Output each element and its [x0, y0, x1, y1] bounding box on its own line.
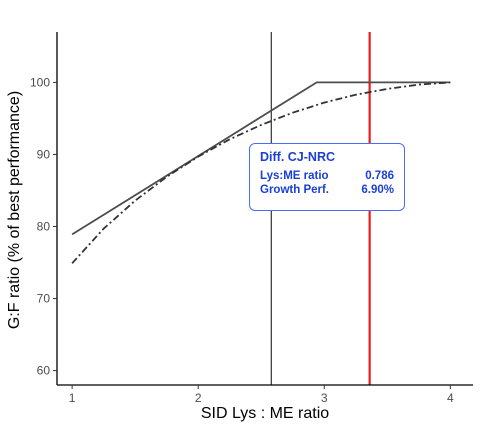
x-tick-label: 4 — [447, 391, 454, 405]
x-axis-ticks: 1 2 3 4 — [69, 385, 454, 405]
x-axis-title: SID Lys : ME ratio — [201, 405, 329, 422]
y-axis-ticks: 60 70 80 90 100 — [30, 75, 57, 378]
annotation-value: 6.90% — [361, 184, 394, 196]
y-tick-label: 80 — [37, 220, 51, 234]
y-tick-label: 100 — [30, 75, 50, 89]
y-axis-title: G:F ratio (% of best performance) — [6, 91, 23, 329]
x-tick-label: 3 — [321, 391, 328, 405]
linear-plateau-series-line — [71, 81, 451, 236]
y-tick-label: 70 — [37, 292, 51, 306]
y-tick-label: 60 — [37, 364, 51, 378]
annotation-row: Growth Perf. 6.90% — [260, 183, 394, 197]
annotation-box: Diff. CJ-NRC Lys:ME ratio 0.786 Growth P… — [249, 143, 405, 211]
annotation-value: 0.786 — [365, 170, 394, 182]
x-tick-label: 2 — [195, 391, 202, 405]
annotation-label: Growth Perf. — [260, 184, 330, 196]
y-tick-label: 90 — [37, 147, 51, 161]
annotation-title: Diff. CJ-NRC — [260, 150, 335, 164]
curvilinear-series-line — [71, 81, 451, 264]
annotation-label: Lys:ME ratio — [260, 170, 329, 182]
annotation-row: Lys:ME ratio 0.786 — [260, 169, 394, 183]
x-tick-label: 1 — [69, 391, 76, 405]
